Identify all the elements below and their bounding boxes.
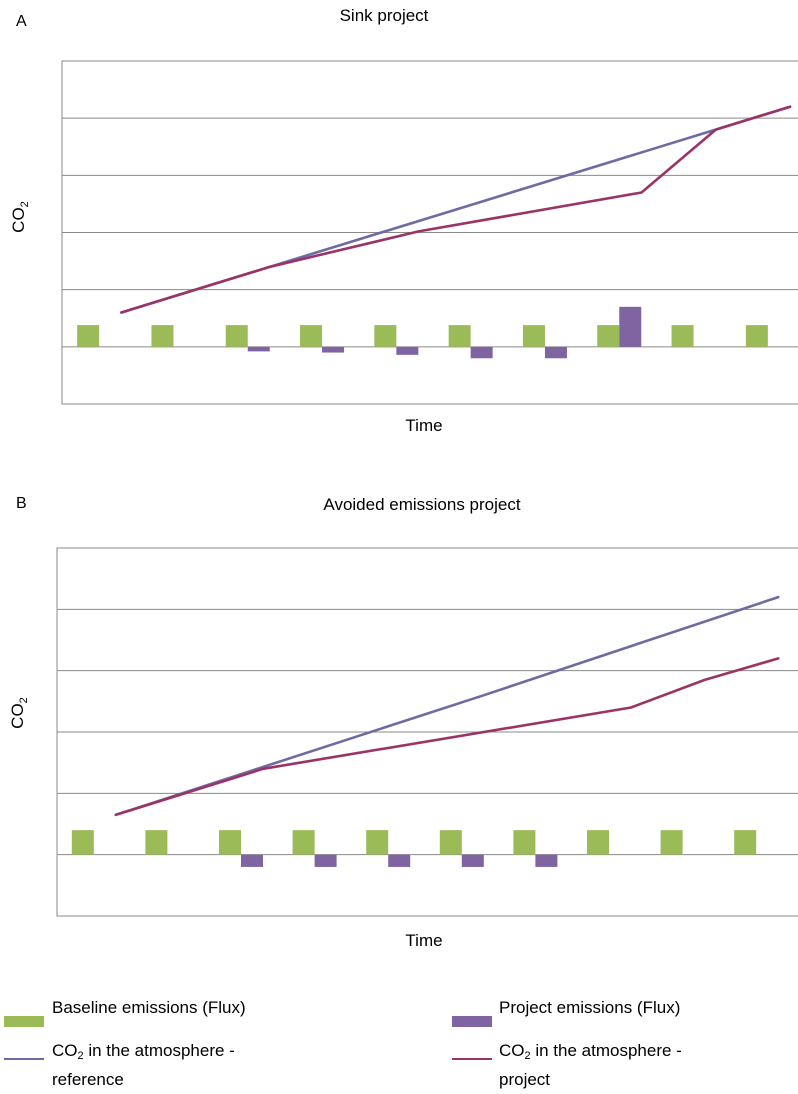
bar-baseline-b [660, 830, 683, 855]
bar-project-a [544, 346, 567, 359]
y-axis-label-a: CO2 [9, 201, 31, 233]
bar-project-b [314, 854, 337, 867]
bar-project-b [388, 854, 411, 867]
bar-baseline-a [597, 325, 620, 347]
bar-baseline-b [439, 830, 462, 855]
legend-swatch-project-emissions [452, 1016, 492, 1027]
legend-swatch-co2-project [452, 1058, 492, 1060]
panel-a: A Sink project Time CO2 [9, 6, 798, 435]
panel-letter-b: B [16, 495, 27, 512]
bar-baseline-a [522, 325, 545, 347]
bar-baseline-b [71, 830, 94, 855]
panel-b: B Avoided emissions project Time CO2 [8, 495, 798, 950]
chart-title-a: Sink project [340, 6, 429, 25]
x-axis-label-a: Time [405, 416, 442, 435]
bar-project-a [619, 306, 642, 347]
legend-swatch-baseline [4, 1016, 44, 1027]
panel-letter-a: A [16, 13, 27, 30]
bar-project-b [241, 854, 263, 867]
bar-baseline-b [145, 830, 168, 855]
line-co2-project-a [120, 105, 792, 314]
bar-baseline-b [219, 830, 241, 855]
chart-title-b: Avoided emissions project [323, 495, 520, 514]
bar-baseline-a [374, 325, 397, 347]
bar-project-a [396, 346, 419, 355]
plot-area-b [56, 547, 798, 917]
x-axis-label-b: Time [405, 931, 442, 950]
legend-swatch-co2-reference [4, 1058, 44, 1060]
legend-label-baseline: Baseline emissions (Flux) [52, 998, 246, 1017]
bar-baseline-b [292, 830, 315, 855]
bar-baseline-a [225, 325, 248, 347]
legend-label-project-emissions: Project emissions (Flux) [499, 998, 681, 1017]
bar-baseline-a [671, 325, 694, 347]
bar-baseline-a [77, 325, 100, 347]
bar-project-a [322, 346, 345, 353]
bar-baseline-b [366, 830, 389, 855]
bar-project-a [470, 346, 493, 359]
bar-baseline-a [151, 325, 174, 347]
bar-baseline-b [587, 830, 609, 855]
legend-label-co2-project: CO2 in the atmosphere - project [499, 1041, 682, 1089]
bar-project-b [461, 854, 484, 867]
bar-baseline-b [513, 830, 536, 855]
bar-baseline-a [448, 325, 471, 347]
bar-project-b [535, 854, 558, 867]
plot-area-a [61, 60, 798, 405]
legend-label-co2-reference: CO2 in the atmosphere - reference [52, 1041, 235, 1089]
bar-project-a [247, 346, 270, 352]
y-axis-label-b: CO2 [8, 697, 30, 729]
bar-baseline-a [300, 325, 323, 347]
line-co2-reference-b [114, 595, 780, 817]
bar-baseline-b [734, 830, 757, 855]
line-co2-project-b [114, 657, 780, 817]
bar-baseline-a [745, 325, 768, 347]
